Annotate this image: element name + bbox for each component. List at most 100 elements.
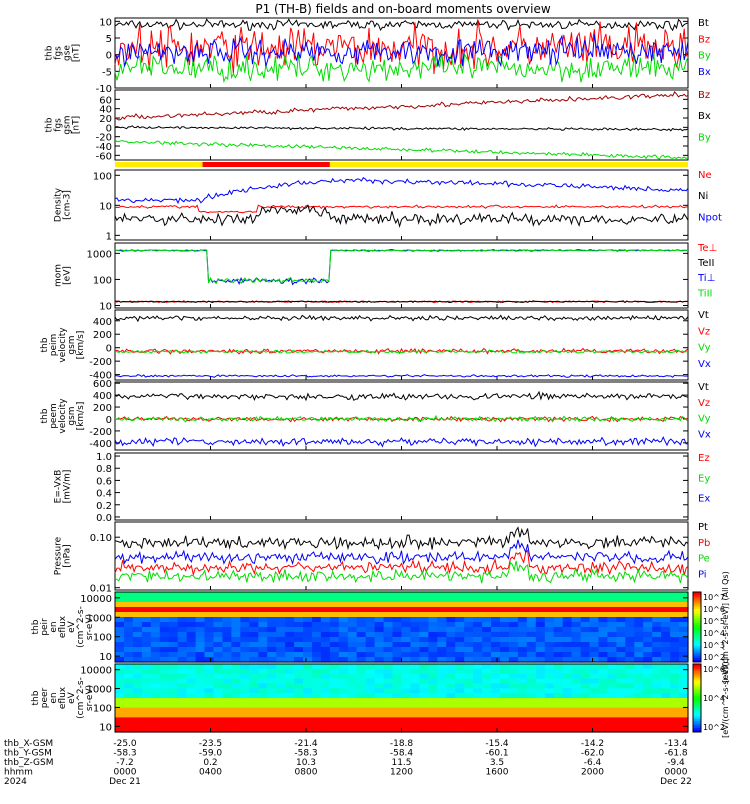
spectrogram-cell: [661, 727, 671, 733]
spectrogram-cell: [508, 612, 519, 618]
spectrogram-cell: [195, 622, 206, 628]
spectrogram-cell: [589, 652, 600, 658]
ephemeris-value: 0000: [114, 768, 137, 778]
spectrogram-cell: [634, 612, 644, 618]
spectrogram-cell: [177, 632, 188, 638]
spectrogram-cell: [392, 647, 403, 653]
colorbar-cell: [693, 702, 701, 706]
spectrogram-cell: [679, 707, 689, 714]
spectrogram-cell: [652, 657, 662, 663]
spectrogram-cell: [115, 702, 125, 709]
spectrogram-cell: [482, 712, 492, 719]
spectrogram-cell: [132, 632, 143, 638]
ephemeris-value: Dec 22: [660, 777, 692, 787]
series-line-Pi: [114, 539, 689, 566]
spectrogram-cell: [276, 627, 286, 633]
spectrogram-cell: [294, 592, 304, 598]
spectrogram-cell: [365, 712, 376, 719]
spectrogram-cell: [670, 607, 680, 613]
spectrogram-cell: [670, 657, 680, 663]
spectrogram-cell: [231, 722, 241, 728]
colorbar-cell: [693, 693, 701, 697]
spectrogram-cell: [562, 647, 573, 653]
colorbar-tick-label: 10^2: [703, 653, 725, 662]
spectrogram-cell: [338, 678, 349, 685]
spectrogram-cell: [571, 602, 582, 608]
spectrogram-cell: [186, 683, 197, 689]
spectrogram-cell: [294, 607, 304, 613]
spectrogram-cell: [303, 592, 313, 598]
spectrogram-cell: [571, 673, 582, 680]
spectrogram-cell: [267, 668, 277, 675]
spectrogram-cell: [267, 722, 277, 728]
colorbar-cell: [693, 704, 701, 708]
y-tick-label: 10: [99, 722, 112, 733]
spectrogram-cell: [132, 668, 143, 675]
colorbar-cell: [693, 666, 701, 670]
spectrogram-cell: [159, 652, 170, 658]
y-axis-label: [nPa]: [63, 544, 73, 567]
spectrogram-cell: [437, 627, 447, 633]
spectrogram-cell: [437, 637, 447, 643]
spectrogram-cell: [356, 607, 367, 613]
spectrogram-cell: [446, 678, 456, 685]
spectrogram-cell: [661, 632, 671, 638]
series-line-Npot: [114, 176, 689, 205]
spectrogram-cell: [186, 592, 197, 598]
spectrogram-cell: [598, 683, 609, 689]
legend-entry: Vy: [698, 414, 711, 425]
spectrogram-cell: [159, 717, 170, 723]
spectrogram-cell: [141, 642, 152, 648]
spectrogram-cell: [303, 652, 313, 658]
spectrogram-cell: [285, 683, 295, 689]
y-axis-label: gse: [63, 45, 73, 61]
legend-entry: Vx: [698, 359, 711, 370]
spectrogram-cell: [544, 617, 555, 623]
spectrogram-cell: [356, 698, 367, 704]
spectrogram-cell: [150, 683, 161, 689]
spectrogram-cell: [383, 642, 394, 648]
spectrogram-cell: [115, 693, 125, 699]
spectrogram-cell: [652, 607, 662, 613]
spectrogram-cell: [150, 673, 161, 680]
spectrogram-cell: [580, 617, 591, 623]
spectrogram-cell: [679, 712, 689, 719]
spectrogram-cell: [392, 612, 403, 618]
spectrogram-cell: [571, 693, 582, 699]
spectrogram-cell: [195, 673, 206, 680]
colorbar-cell: [693, 659, 701, 663]
spectrogram-cell: [661, 597, 671, 603]
spectrogram-cell: [276, 597, 286, 603]
spectrogram-cell: [115, 698, 125, 704]
spectrogram-cell: [141, 668, 152, 675]
spectrogram-cell: [634, 673, 644, 680]
legend-entry: By: [698, 132, 711, 143]
y-axis-label: Pressure: [54, 536, 64, 575]
legend-entry: Bt: [698, 18, 709, 29]
spectrogram-cell: [500, 637, 510, 643]
spectrogram-cell: [195, 683, 206, 689]
spectrogram-cell: [652, 688, 662, 694]
spectrogram-cell: [401, 678, 412, 685]
y-tick-label: 10: [99, 652, 112, 663]
colorbar-cell: [693, 596, 701, 600]
spectrogram-cell: [517, 664, 528, 670]
y-axis-label: [nT]: [72, 116, 82, 134]
spectrogram-cell: [249, 642, 259, 648]
spectrogram-cell: [419, 657, 429, 663]
spectrogram-cell: [383, 673, 394, 680]
spectrogram-cell: [661, 707, 671, 714]
spectrogram-cell: [374, 702, 385, 709]
y-axis-label: [mV/m]: [63, 470, 73, 504]
spectrogram-cell: [186, 622, 197, 628]
spectrogram-cell: [320, 688, 331, 694]
spectrogram-cell: [392, 698, 403, 704]
spectrogram-cell: [285, 717, 295, 723]
spectrogram-cell: [670, 622, 680, 628]
spectrogram-cell: [347, 592, 358, 598]
spectrogram-cell: [607, 668, 617, 675]
spectrogram-cell: [329, 722, 340, 728]
spectrogram-cell: [320, 683, 331, 689]
spectrogram-cell: [392, 727, 403, 733]
spectrogram-cell: [249, 673, 259, 680]
